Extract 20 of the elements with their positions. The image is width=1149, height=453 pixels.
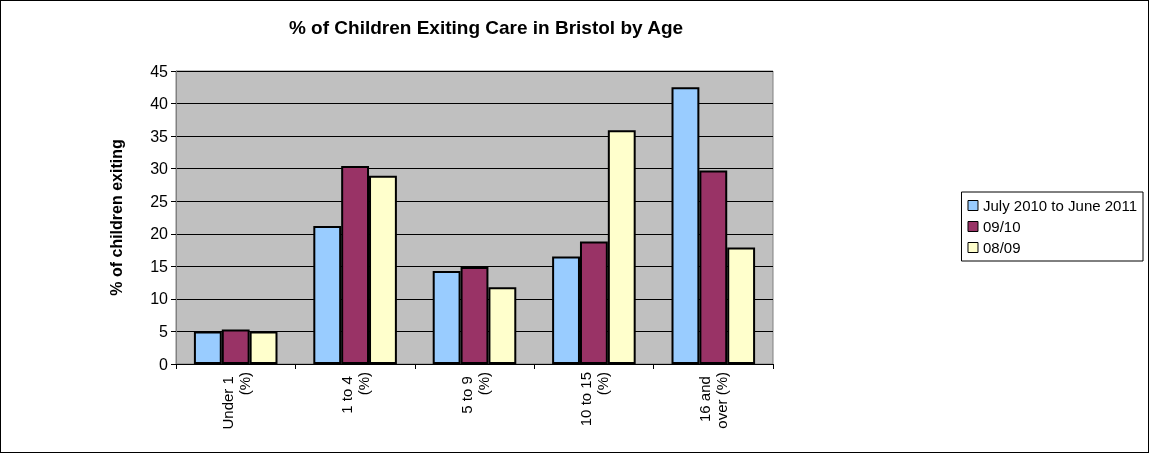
y-tick-label: 40 xyxy=(150,95,169,113)
legend-label: 09/10 xyxy=(982,218,1021,235)
x-tick-label: 1 to 4 (%) xyxy=(338,372,373,414)
y-axis-title: % of children exiting xyxy=(107,139,125,296)
y-tick-label: 20 xyxy=(150,225,169,243)
legend-label: 08/09 xyxy=(982,239,1021,256)
y-tick-label: 5 xyxy=(159,322,169,340)
y-tick-label: 0 xyxy=(159,355,169,373)
x-tick-label: 5 to 9 (%) xyxy=(457,372,492,414)
y-tick-label: 45 xyxy=(150,62,169,80)
x-tick-label: 16 and over (%) xyxy=(696,372,731,429)
chart-title: % of Children Exiting Care in Bristol by Age xyxy=(288,17,684,38)
y-tick-label: 10 xyxy=(150,290,169,308)
x-tick-label: Under 1 (%) xyxy=(218,372,253,430)
legend-label: July 2010 to June 2011 xyxy=(982,197,1138,214)
x-tick-label: 10 to 15 (%) xyxy=(576,372,611,427)
y-tick-label: 25 xyxy=(150,192,169,210)
y-tick-label: 15 xyxy=(150,257,169,275)
y-tick-label: 30 xyxy=(150,160,169,178)
y-tick-label: 35 xyxy=(150,127,169,145)
